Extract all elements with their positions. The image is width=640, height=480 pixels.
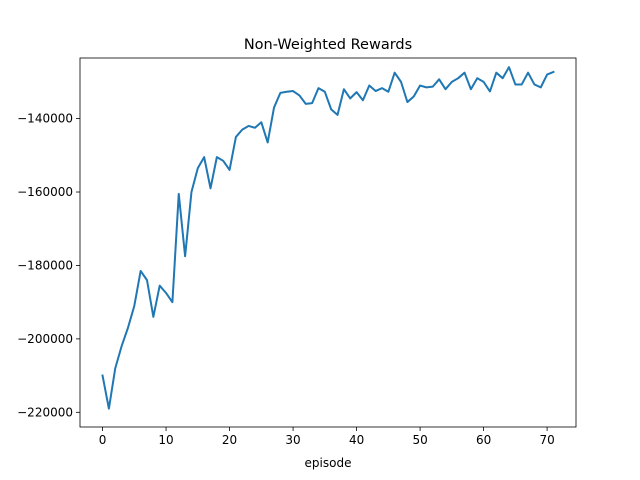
x-tick-label: 0 xyxy=(99,433,107,447)
axes-frame xyxy=(79,57,577,428)
x-tick-label: 40 xyxy=(349,433,364,447)
y-tick-label: −180000 xyxy=(17,258,73,272)
y-tick-label: −220000 xyxy=(17,405,73,419)
series-line xyxy=(101,66,555,410)
plot-area: 0 10 20 30 40 50 60 70 −220000 −200000 −180000 −160… xyxy=(17,57,577,447)
x-tick-label: 10 xyxy=(158,433,173,447)
x-tick-label: 60 xyxy=(476,433,491,447)
x-tick-label: 50 xyxy=(412,433,427,447)
y-tick-label: −160000 xyxy=(17,185,73,199)
x-tick-label: 30 xyxy=(285,433,300,447)
x-tick-label: 20 xyxy=(222,433,237,447)
x-tick-label: 70 xyxy=(539,433,554,447)
x-axis-label: episode xyxy=(305,456,352,470)
y-tick-label: −140000 xyxy=(17,112,73,126)
y-tick-label: −200000 xyxy=(17,332,73,346)
chart-title: Non-Weighted Rewards xyxy=(244,37,412,53)
